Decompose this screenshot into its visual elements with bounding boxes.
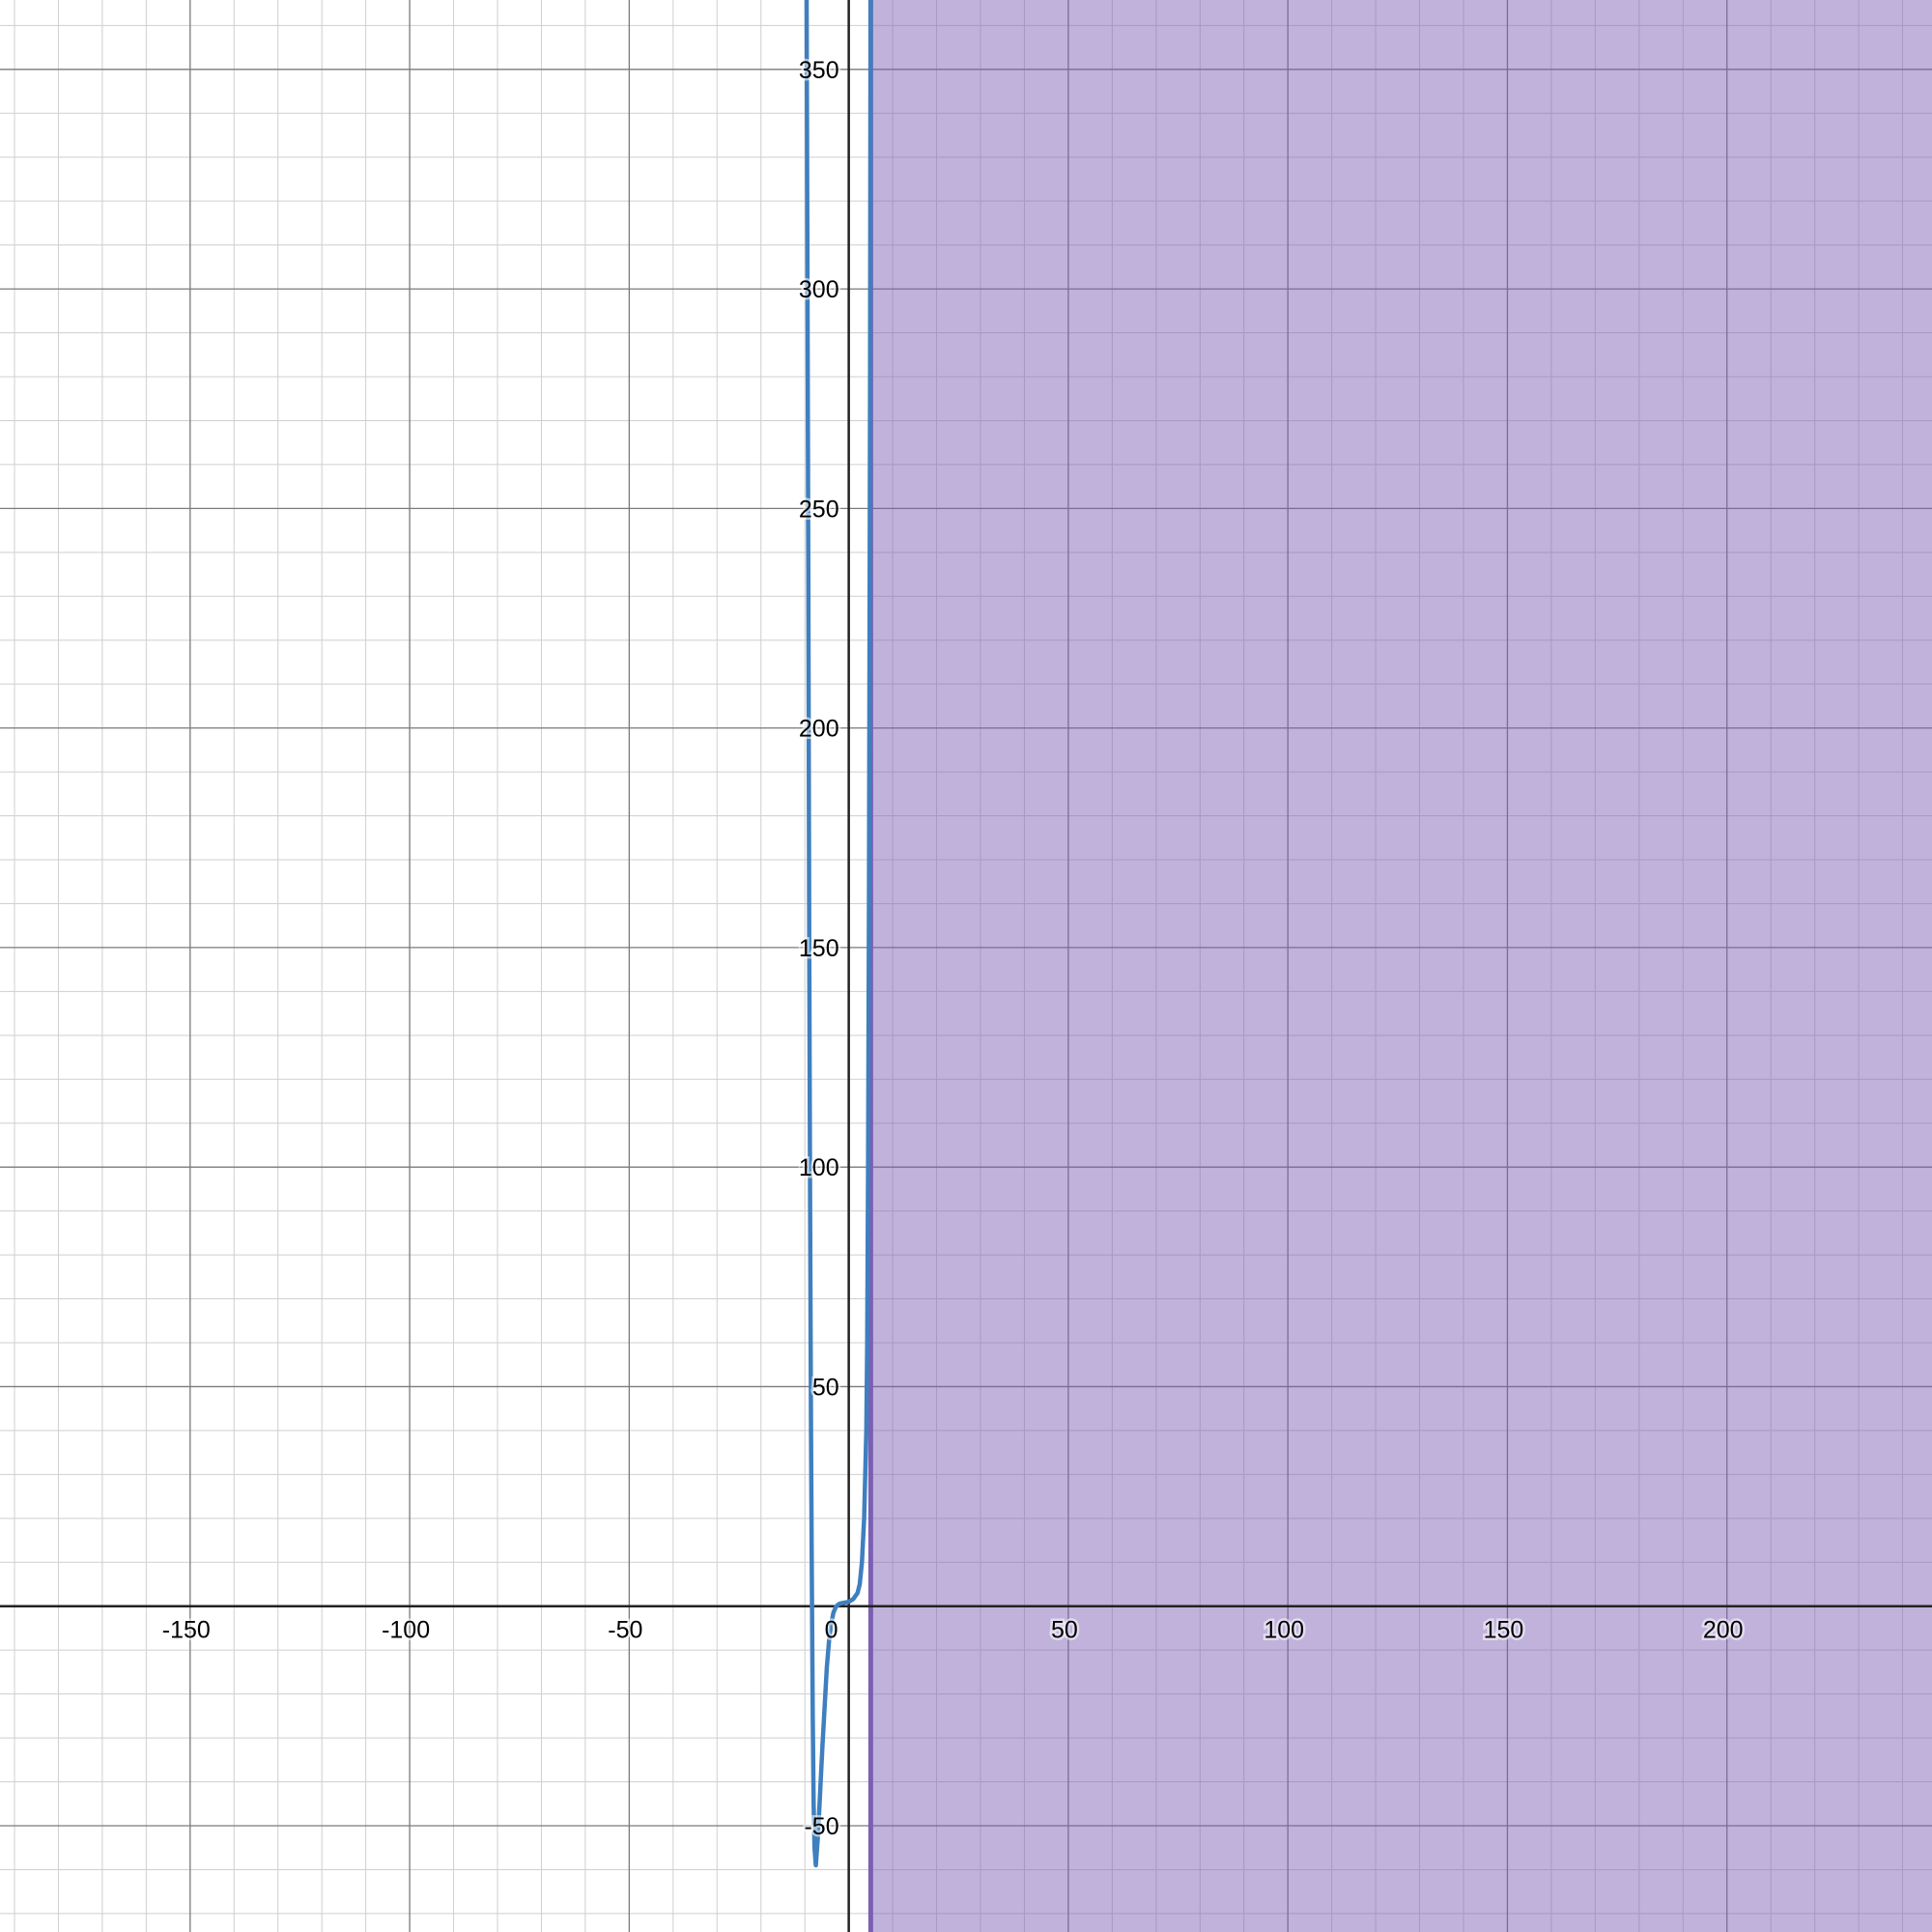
tick-labels: -150 -100 -50 0 50 100 150 200 -50 50 100 150 200 250… bbox=[159, 54, 1746, 1842]
curve-series-1 bbox=[804, 0, 873, 1868]
y-tick-label: 150 bbox=[799, 935, 839, 962]
x-tick-label: 150 bbox=[1484, 1617, 1524, 1644]
y-tick-label: 200 bbox=[799, 716, 839, 743]
y-tick-label: 50 bbox=[812, 1374, 839, 1401]
y-tick-label: 350 bbox=[799, 57, 839, 84]
x-tick-label: 50 bbox=[1051, 1617, 1078, 1644]
y-tick-label: 250 bbox=[799, 496, 839, 523]
y-tick-label: -50 bbox=[804, 1813, 838, 1840]
shaded-region-layer bbox=[867, 0, 1932, 1932]
x-tick-label: 0 bbox=[825, 1617, 838, 1644]
x-tick-label: -150 bbox=[162, 1617, 211, 1644]
curve-layer bbox=[804, 0, 873, 1868]
y-tick-label: 100 bbox=[799, 1154, 839, 1181]
shaded-region bbox=[870, 0, 1932, 1932]
x-tick-label: 200 bbox=[1703, 1617, 1744, 1644]
x-tick-label: -50 bbox=[608, 1617, 642, 1644]
x-tick-label: -100 bbox=[382, 1617, 430, 1644]
y-tick-label: 300 bbox=[799, 276, 839, 303]
x-tick-label: 100 bbox=[1264, 1617, 1304, 1644]
